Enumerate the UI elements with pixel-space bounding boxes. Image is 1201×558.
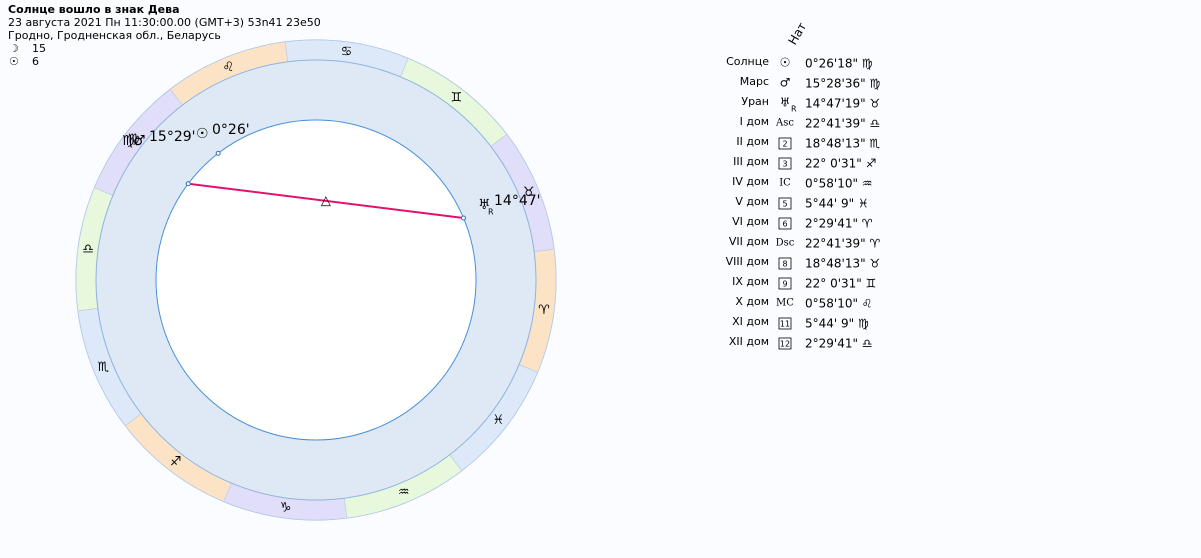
row-value: 15°28'36" ♍: [805, 77, 880, 91]
planet-label: 0°26': [212, 122, 250, 138]
row-name: XII дом: [729, 335, 769, 348]
row-name: XI дом: [732, 315, 769, 328]
row-name: VII дом: [729, 235, 769, 248]
table: Нат Солнце ☉ 0°26'18" ♍ Марс ♂ 15°28'36" ♍ Ура…: [726, 20, 881, 350]
row-symbol: MC: [776, 298, 794, 309]
row-name: VIII дом: [726, 255, 769, 268]
row-name: I дом: [740, 115, 769, 128]
planet-point: [215, 150, 221, 156]
planet-point: [460, 215, 466, 221]
house-box: [778, 257, 792, 270]
row-value: 5°44' 9" ♍: [805, 317, 869, 331]
row-symbol: 12: [780, 340, 790, 349]
row-symbol: 5: [782, 200, 787, 209]
title: Солнце вошло в знак Дева: [8, 3, 180, 16]
sign-glyph: ♏: [98, 360, 110, 375]
house-box: [778, 317, 792, 330]
row-value: 18°48'13" ♏: [805, 137, 880, 151]
house-box: [778, 197, 792, 210]
row-value: 2°29'41" ♈: [805, 217, 873, 231]
planet-symbol: ♅: [478, 197, 491, 213]
row-value: 22°41'39" ♈: [805, 237, 880, 251]
date-line: 23 августа 2021 Пн 11:30:00.00 (GMT+3) 5…: [8, 16, 321, 29]
retro-mark: R: [488, 208, 494, 217]
row-symbol: Asc: [775, 118, 794, 129]
row-symbol: ♅: [780, 96, 791, 110]
sign-glyph: ♓: [492, 413, 504, 428]
planet-sign: ♍: [122, 133, 135, 149]
row-value: 14°47'19" ♉: [805, 97, 880, 111]
row-value: 0°58'10" ♒: [805, 177, 873, 191]
house-box: [778, 217, 792, 230]
house-box: [778, 157, 792, 170]
sign-glyph: ♎: [82, 242, 94, 257]
row-symbol: 2: [782, 140, 787, 149]
planet-point: [185, 181, 191, 187]
sign-glyph: ♒: [398, 485, 410, 500]
row-symbol: IC: [779, 178, 791, 189]
row-value: 22° 0'31" ♐: [805, 157, 876, 171]
row-symbol: 11: [780, 320, 790, 329]
sign-glyph: ♑: [280, 500, 292, 515]
row-symbol: 3: [782, 160, 787, 169]
row-value: 22°41'39" ♎: [805, 117, 880, 131]
row-value: 18°48'13" ♉: [805, 257, 880, 271]
row-symbol: 9: [782, 280, 787, 289]
place: Гродно, Гродненская обл., Беларусь: [8, 29, 221, 42]
column-header: Нат: [786, 20, 810, 47]
row-name: Марс: [740, 75, 769, 88]
sign-glyph: ♈: [538, 303, 550, 318]
row-name: IV дом: [732, 175, 769, 188]
row-symbol: 6: [782, 220, 787, 229]
sun-value: 6: [32, 55, 39, 68]
row-symbol: 8: [782, 260, 787, 269]
house-box: [778, 277, 792, 290]
row-value: 0°26'18" ♍: [805, 57, 873, 71]
inner-circle: [155, 119, 477, 441]
row-name: III дом: [733, 155, 769, 168]
row-name: Уран: [741, 95, 769, 108]
house-box: [778, 337, 792, 350]
sign-glyph: ♋: [341, 45, 353, 60]
wheel: ♈ ♉ ♊ ♋ ♌ ♍ ♎ ♏ ♐ ♑ ♒ ♓ △ ♍♂ 15°29' ☉ 0°26' ♅R14°47': [75, 39, 557, 521]
row-name: Солнце: [726, 55, 769, 68]
row-name: VI дом: [732, 215, 769, 228]
row-name: II дом: [736, 135, 769, 148]
house-box: [778, 137, 792, 150]
row-value: 0°58'10" ♌: [805, 297, 873, 311]
sign-glyph: ♍: [128, 132, 140, 147]
sign-glyph: ♌: [223, 60, 235, 75]
planet-symbol: ☉: [196, 126, 209, 142]
moon-value: 15: [32, 42, 46, 55]
row-name: IX дом: [732, 275, 769, 288]
row-name: X дом: [735, 295, 769, 308]
row-value: 2°29'41" ♎: [805, 337, 873, 351]
sun-symbol: ☉: [9, 55, 19, 68]
row-symbol: Dsc: [776, 238, 795, 249]
planet-label: 14°47': [494, 193, 540, 209]
aspect-line: [188, 182, 464, 219]
row-symbol: ♂: [780, 76, 791, 90]
row-name: V дом: [735, 195, 769, 208]
row-value: 22° 0'31" ♊: [805, 277, 876, 291]
moon-symbol: ☽: [9, 42, 19, 55]
sign-glyph: ♐: [170, 455, 182, 470]
row-value: 5°44' 9" ♓: [805, 197, 869, 211]
retro-mark: R: [791, 105, 797, 114]
aspect-symbol: △: [321, 193, 331, 208]
sign-glyph: ♉: [523, 185, 535, 200]
sign-glyph: ♊: [451, 90, 463, 105]
planet-label: 15°29': [149, 129, 195, 145]
planet-symbol: ♂: [133, 133, 146, 149]
row-symbol: ☉: [780, 56, 791, 70]
